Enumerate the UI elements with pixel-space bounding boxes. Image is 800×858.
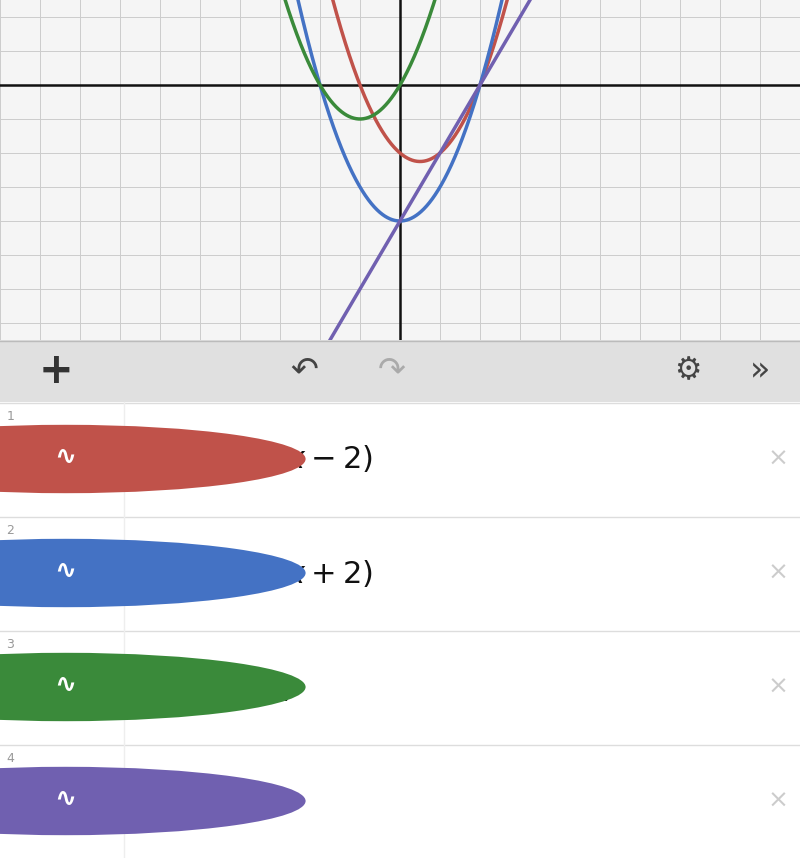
Text: $(x+1)(x-2)$: $(x+1)(x-2)$ [176,444,373,474]
Text: 3: 3 [6,638,14,651]
Text: ∿: ∿ [54,672,77,698]
Text: $(x-2)2$: $(x-2)2$ [176,786,293,817]
Text: ↶: ↶ [290,353,318,386]
Text: ×: × [767,447,788,471]
Text: $(x-2)(x+2)$: $(x-2)(x+2)$ [176,558,373,589]
Text: 2: 2 [6,524,14,537]
Text: ×: × [767,789,788,813]
Circle shape [0,425,306,493]
Circle shape [0,653,306,722]
Text: +: + [38,350,74,392]
Text: ⚙: ⚙ [674,357,702,385]
Text: ∿: ∿ [54,444,77,469]
Text: 4: 4 [6,752,14,765]
Text: $x(x+2)$: $x(x+2)$ [176,672,293,703]
Text: »: » [750,354,770,388]
Text: 1: 1 [6,410,14,423]
Text: ×: × [767,675,788,699]
Text: ∿: ∿ [54,558,77,583]
Text: ∿: ∿ [54,786,77,812]
Text: ↷: ↷ [378,353,406,386]
Text: ×: × [767,561,788,585]
Circle shape [0,767,306,835]
Circle shape [0,539,306,607]
